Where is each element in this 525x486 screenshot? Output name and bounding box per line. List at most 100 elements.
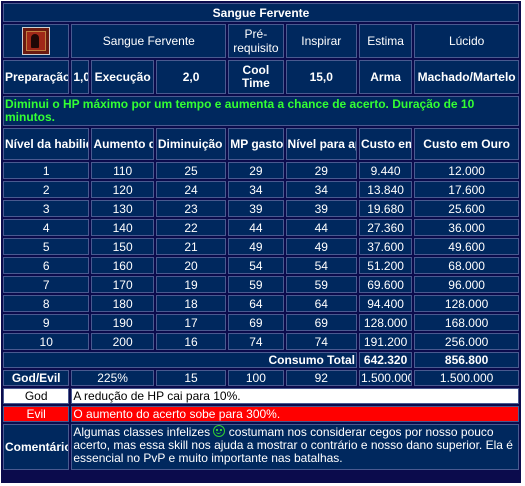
level-cell: 1	[3, 162, 90, 179]
table-row: 4 140 22 44 44 27.360 36.000	[3, 219, 519, 236]
level-cell: 2	[3, 181, 90, 198]
mp-cell: 64	[228, 295, 284, 312]
weapon-label: Arma	[358, 60, 413, 94]
accuracy-cell: 190	[91, 314, 154, 331]
gold-cost-cell: 49.600	[414, 238, 519, 255]
table-row: 10 200 16 74 74 191.200 256.000	[3, 333, 519, 350]
godevil-hp: 15	[155, 370, 227, 386]
learn-level-cell: 34	[285, 181, 357, 198]
accuracy-cell: 150	[91, 238, 154, 255]
comment-text: Algumas classes infelizes costumam nos c…	[71, 424, 519, 470]
lucido-label: Lúcido	[414, 24, 519, 58]
total-gold: 856.800	[414, 352, 519, 368]
level-cell: 5	[3, 238, 90, 255]
mp-cell: 54	[228, 257, 284, 274]
table-row: 2 120 24 34 34 13.840 17.600	[3, 181, 519, 198]
inspire-label: Inspirar	[285, 24, 357, 58]
skill-name: Sangue Fervente	[71, 24, 227, 58]
execution-value: 2,0	[155, 60, 227, 94]
soul-cost-cell: 19.680	[358, 200, 413, 217]
soul-cost-cell: 69.600	[358, 276, 413, 293]
level-cell: 10	[3, 333, 90, 350]
table-row: 9 190 17 69 69 128.000 168.000	[3, 314, 519, 331]
learn-level-cell: 39	[285, 200, 357, 217]
execution-label: Execução	[91, 60, 154, 94]
hp-cell: 24	[155, 181, 227, 198]
soul-cost-cell: 128.000	[358, 314, 413, 331]
preparation-label: Preparação	[3, 60, 70, 94]
accuracy-cell: 160	[91, 257, 154, 274]
table-row: 1 110 25 29 29 9.440 12.000	[3, 162, 519, 179]
comment-text-end: costumam nos considerar cegos por nosso …	[73, 425, 513, 465]
hp-cell: 20	[155, 257, 227, 274]
hp-cell: 16	[155, 333, 227, 350]
accuracy-cell: 130	[91, 200, 154, 217]
level-cell: 8	[3, 295, 90, 312]
gold-cost-cell: 168.000	[414, 314, 519, 331]
hp-cell: 22	[155, 219, 227, 236]
skill-description: Diminui o HP máximo por um tempo e aumen…	[3, 96, 519, 126]
gold-cost-cell: 96.000	[414, 276, 519, 293]
god-label: God	[3, 388, 70, 404]
estima-label: Estima	[358, 24, 413, 58]
column-header: Custo em Alma	[358, 128, 413, 160]
godevil-accuracy: 225%	[71, 370, 154, 386]
mp-cell: 69	[228, 314, 284, 331]
column-header: MP gasto	[228, 128, 284, 160]
accuracy-cell: 120	[91, 181, 154, 198]
comment-text-start: Algumas classes infelizes	[73, 425, 211, 439]
evil-text: O aumento do acerto sobe para 300%.	[71, 406, 519, 422]
soul-cost-cell: 94.400	[358, 295, 413, 312]
level-cell: 3	[3, 200, 90, 217]
learn-level-cell: 59	[285, 276, 357, 293]
learn-level-cell: 29	[285, 162, 357, 179]
godevil-level: 92	[285, 370, 357, 386]
gold-cost-cell: 12.000	[414, 162, 519, 179]
soul-cost-cell: 27.360	[358, 219, 413, 236]
hp-cell: 25	[155, 162, 227, 179]
mp-cell: 34	[228, 181, 284, 198]
godevil-mp: 100	[228, 370, 284, 386]
gold-cost-cell: 128.000	[414, 295, 519, 312]
total-soul: 642.320	[358, 352, 413, 368]
cooltime-value: 15,0	[285, 60, 357, 94]
godevil-label: God/Evil	[3, 370, 70, 386]
learn-level-cell: 54	[285, 257, 357, 274]
cooltime-label: Cool Time	[228, 60, 284, 94]
soul-cost-cell: 13.840	[358, 181, 413, 198]
accuracy-cell: 180	[91, 295, 154, 312]
skill-title: Sangue Fervente	[3, 3, 519, 22]
skill-table: Sangue Fervente Sangue Fervente Pré-requ…	[1, 1, 521, 472]
god-text: A redução de HP cai para 10%.	[71, 388, 519, 404]
learn-level-cell: 64	[285, 295, 357, 312]
mp-cell: 29	[228, 162, 284, 179]
level-cell: 7	[3, 276, 90, 293]
learn-level-cell: 69	[285, 314, 357, 331]
column-header: Nível para aprender	[285, 128, 357, 160]
prereq-label: Pré-requisito	[228, 24, 284, 58]
gold-cost-cell: 17.600	[414, 181, 519, 198]
accuracy-cell: 200	[91, 333, 154, 350]
preparation-value: 1,0	[71, 60, 90, 94]
level-cell: 6	[3, 257, 90, 274]
comment-label: Comentário	[3, 424, 70, 470]
level-cell: 4	[3, 219, 90, 236]
godevil-soul: 1.500.000	[358, 370, 413, 386]
table-row: 3 130 23 39 39 19.680 25.600	[3, 200, 519, 217]
accuracy-cell: 140	[91, 219, 154, 236]
mp-cell: 59	[228, 276, 284, 293]
table-header-row: Nível da habilidade Aumento do acerto(%)…	[3, 128, 519, 160]
evil-label: Evil	[3, 406, 70, 422]
godevil-gold: 1.500.000	[414, 370, 519, 386]
column-header: Aumento do acerto(%)	[91, 128, 154, 160]
soul-cost-cell: 51.200	[358, 257, 413, 274]
hp-cell: 21	[155, 238, 227, 255]
accuracy-cell: 110	[91, 162, 154, 179]
smiley-icon	[213, 425, 226, 437]
gold-cost-cell: 68.000	[414, 257, 519, 274]
table-row: 8 180 18 64 64 94.400 128.000	[3, 295, 519, 312]
column-header: Diminuição do HP(%)	[155, 128, 227, 160]
gold-cost-cell: 256.000	[414, 333, 519, 350]
total-label: Consumo Total	[3, 352, 357, 368]
weapon-type: Machado/Martelo	[414, 60, 519, 94]
